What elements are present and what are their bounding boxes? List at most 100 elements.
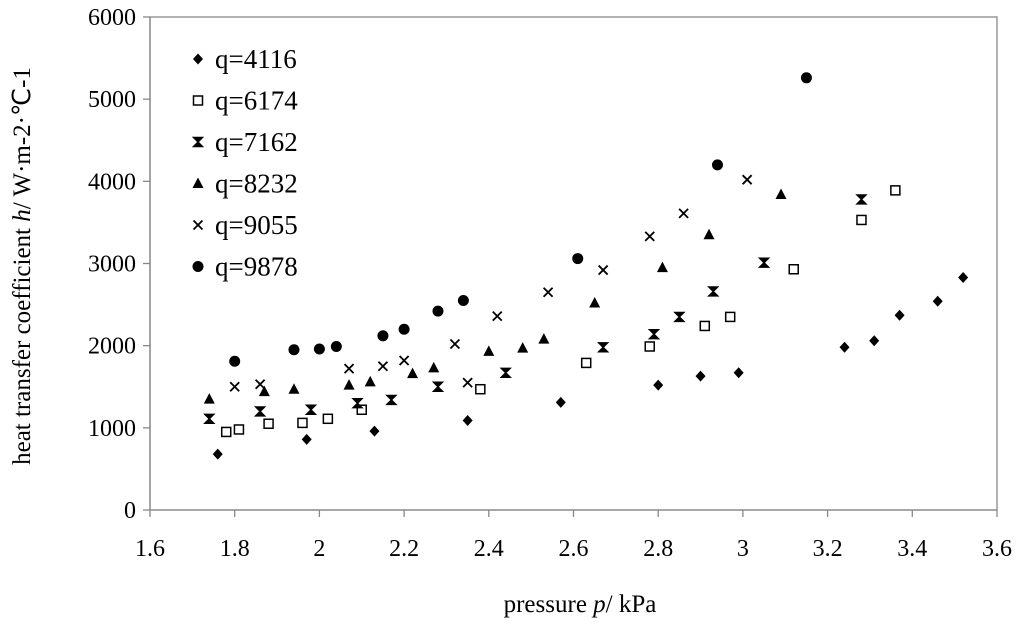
data-point	[369, 425, 380, 437]
x-axis-title-prefix: pressure	[504, 591, 594, 618]
legend: q=4116 q=6174 q=7162 q=8232 q=9055 q=9878	[191, 44, 298, 282]
x-tick-label: 2.6	[559, 536, 589, 562]
data-point	[580, 357, 592, 369]
data-point	[253, 406, 267, 417]
x-tick-labels: 1.6 1.8 2 2.2 2.4 2.6 2.8 3 3.2 3.4 3.6	[135, 536, 1012, 562]
data-point	[288, 344, 300, 356]
data-point	[263, 418, 274, 429]
y-tick-label: 1000	[88, 416, 136, 442]
data-point	[673, 311, 686, 323]
y-axis-title: heat transfer coefficient h/ W·m-2·℃-1	[9, 67, 36, 465]
data-point	[398, 355, 410, 366]
legend-marker	[193, 53, 203, 65]
data-point	[647, 328, 661, 340]
data-point	[699, 320, 711, 332]
data-point	[589, 296, 601, 308]
data-point	[733, 367, 744, 379]
data-point	[203, 393, 215, 404]
data-point	[297, 417, 308, 429]
series-q-9055	[229, 174, 753, 392]
x-tick-label: 3	[737, 536, 749, 562]
data-point	[598, 264, 609, 276]
legend-item: q=4116	[193, 44, 297, 74]
data-point	[431, 381, 445, 392]
data-point	[432, 305, 444, 317]
x-axis-title: pressure p/ kPa	[504, 591, 657, 618]
series-q-4116	[212, 271, 969, 460]
legend-label: q=8232	[215, 169, 298, 199]
data-point	[233, 424, 245, 435]
x-tick-label: 2.4	[474, 536, 504, 562]
data-point	[775, 188, 787, 199]
data-series	[203, 72, 969, 460]
data-point	[839, 341, 850, 353]
series-q-6174	[220, 185, 901, 438]
data-point	[555, 396, 566, 408]
series-q-7162	[203, 194, 868, 424]
legend-label: q=6174	[215, 86, 298, 116]
series-q-9878	[229, 72, 812, 367]
data-point	[322, 413, 334, 425]
data-point	[301, 433, 312, 445]
data-point	[958, 271, 969, 283]
data-point	[304, 404, 318, 415]
data-point	[869, 335, 880, 347]
data-point	[538, 333, 550, 344]
data-point	[475, 383, 486, 395]
data-point	[229, 355, 241, 367]
y-tick-label: 6000	[88, 5, 136, 31]
data-point	[462, 377, 473, 388]
x-tick-label: 1.6	[135, 536, 165, 562]
x-tick-label: 3.4	[897, 536, 927, 562]
axes	[143, 16, 998, 517]
data-point	[707, 286, 720, 297]
data-point	[288, 383, 300, 394]
data-point	[343, 379, 355, 390]
y-tick-label: 0	[124, 498, 136, 524]
data-point	[757, 257, 771, 268]
x-tick-label: 1.8	[220, 536, 250, 562]
data-point	[695, 370, 706, 382]
y-axis-title-variable: h	[9, 209, 36, 222]
data-point	[856, 214, 867, 226]
legend-label: q=4116	[215, 44, 297, 74]
data-point	[330, 340, 342, 352]
data-point	[800, 72, 812, 84]
data-point	[890, 185, 901, 196]
x-axis-title-unit: / kPa	[606, 591, 657, 618]
x-tick-label: 3.2	[813, 536, 843, 562]
data-point	[517, 342, 529, 353]
data-point	[644, 231, 655, 242]
legend-label: q=9055	[215, 210, 298, 240]
y-tick-labels: 0 1000 2000 3000 4000 5000 6000	[88, 5, 136, 524]
y-tick-label: 2000	[88, 334, 136, 360]
y-tick-label: 4000	[88, 169, 136, 195]
legend-label: q=9878	[215, 252, 298, 282]
data-point	[741, 174, 753, 185]
data-point	[492, 310, 503, 322]
legend-marker	[192, 261, 204, 272]
data-point	[428, 361, 440, 373]
data-point	[203, 413, 216, 424]
data-point	[351, 397, 364, 409]
data-point	[656, 261, 668, 273]
legend-label: q=7162	[215, 127, 298, 157]
data-point	[788, 264, 799, 275]
legend-marker	[192, 219, 204, 231]
y-tick-label: 5000	[88, 87, 136, 113]
legend-item: q=6174	[192, 86, 298, 116]
data-point	[462, 414, 473, 426]
data-point	[596, 342, 610, 353]
data-point	[254, 379, 266, 390]
x-axis-title-variable: p	[591, 591, 606, 618]
x-tick-label: 2	[313, 536, 325, 562]
y-axis-title-prefix: heat transfer coefficient	[9, 222, 36, 465]
data-point	[398, 323, 410, 335]
data-point	[542, 287, 554, 298]
legend-item: q=7162	[191, 127, 298, 157]
data-point	[313, 343, 325, 355]
data-point	[653, 379, 664, 391]
legend-marker	[192, 95, 204, 106]
data-point	[572, 253, 584, 265]
